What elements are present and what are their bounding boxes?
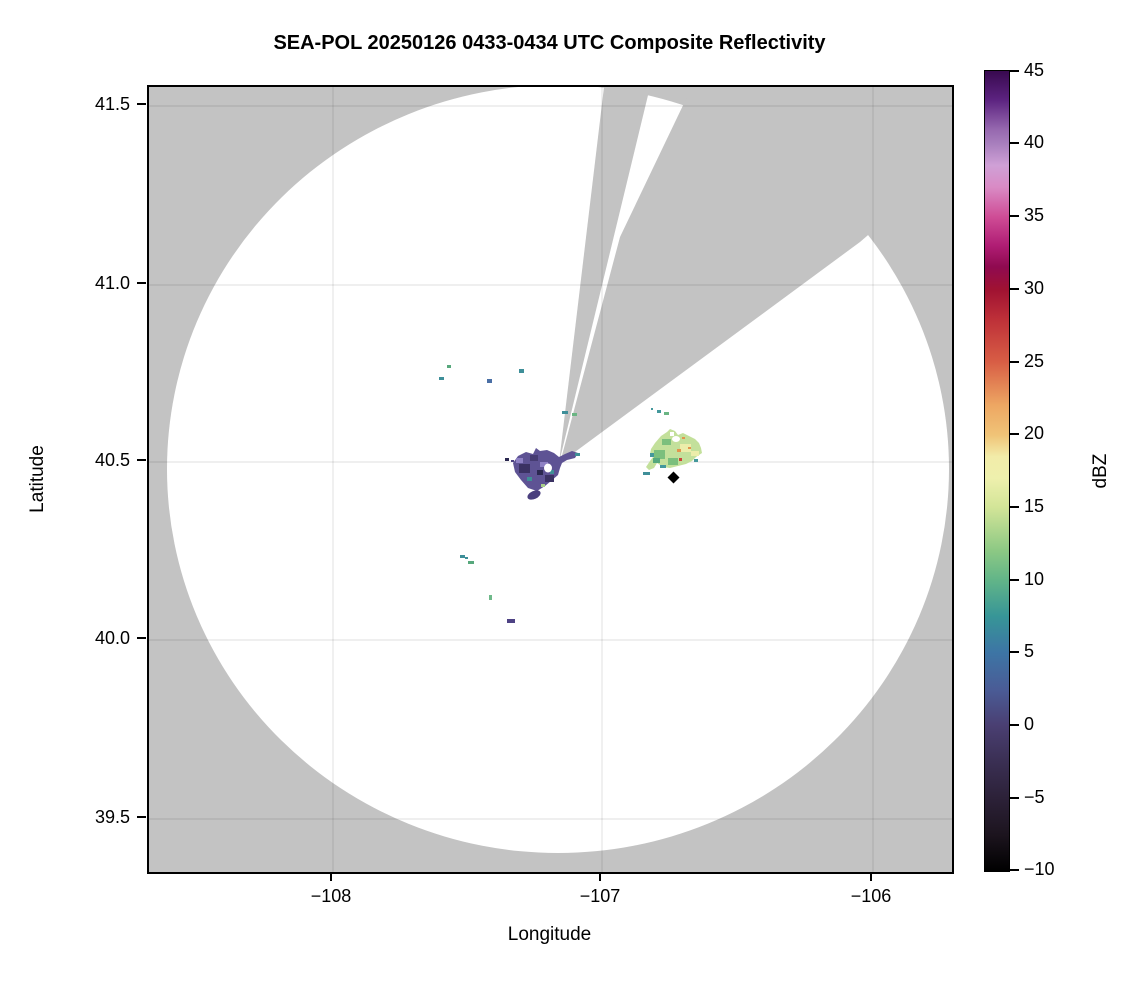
- echo-near-radar: [505, 448, 580, 500]
- y-tick-label: 40.0: [94, 628, 130, 648]
- y-tick: [137, 816, 146, 818]
- colorbar: [984, 70, 1010, 872]
- y-tick: [137, 637, 146, 639]
- colorbar-axis-label: dBZ: [1090, 453, 1111, 489]
- colorbar-tick-label: 20: [1024, 423, 1045, 443]
- colorbar-tick-label: 0: [1024, 714, 1035, 734]
- colorbar-tick-label: 5: [1024, 641, 1035, 661]
- site-diamond-marker: [667, 471, 680, 484]
- colorbar-tick: [1010, 142, 1019, 144]
- colorbar-tick-label: 25: [1024, 351, 1045, 371]
- colorbar-tick: [1010, 869, 1019, 871]
- colorbar-tick: [1010, 70, 1019, 72]
- colorbar-tick: [1010, 651, 1019, 653]
- y-tick-label: 39.5: [94, 807, 130, 827]
- colorbar-tick-label: −5: [1024, 787, 1045, 807]
- plot-title: SEA-POL 20250126 0433-0434 UTC Composite…: [273, 32, 826, 54]
- x-tick: [599, 872, 601, 881]
- colorbar-tick: [1010, 724, 1019, 726]
- radar-map-canvas: [149, 87, 952, 872]
- y-tick-label: 41.5: [94, 94, 130, 114]
- blocked-sector-narrow: [559, 87, 650, 463]
- y-axis-label: Latitude: [27, 445, 48, 513]
- colorbar-tick: [1010, 797, 1019, 799]
- y-tick: [137, 282, 146, 284]
- colorbar-tick: [1010, 433, 1019, 435]
- blocked-sector-wide: [560, 87, 947, 463]
- colorbar-tick-label: 10: [1024, 569, 1045, 589]
- x-tick: [330, 872, 332, 881]
- colorbar-tick-label: 45: [1024, 60, 1045, 80]
- x-axis-label: Longitude: [507, 924, 592, 945]
- colorbar-tick: [1010, 361, 1019, 363]
- x-tick-label: −106: [850, 886, 892, 906]
- y-tick: [137, 103, 146, 105]
- y-tick: [137, 459, 146, 461]
- colorbar-tick: [1010, 506, 1019, 508]
- colorbar-tick: [1010, 579, 1019, 581]
- x-tick-label: −107: [579, 886, 621, 906]
- y-tick-label: 40.5: [94, 450, 130, 470]
- colorbar-tick-label: −10: [1024, 859, 1055, 879]
- echo-eastern: [643, 408, 702, 475]
- colorbar-tick-label: 30: [1024, 278, 1045, 298]
- colorbar-tick-label: 40: [1024, 132, 1045, 152]
- x-tick: [870, 872, 872, 881]
- colorbar-tick-label: 35: [1024, 205, 1045, 225]
- echo-specks: [439, 365, 577, 623]
- y-tick-label: 41.0: [94, 273, 130, 293]
- x-tick-label: −108: [310, 886, 352, 906]
- colorbar-tick: [1010, 215, 1019, 217]
- colorbar-tick: [1010, 288, 1019, 290]
- map-plot-area: [147, 85, 954, 874]
- colorbar-tick-label: 15: [1024, 496, 1045, 516]
